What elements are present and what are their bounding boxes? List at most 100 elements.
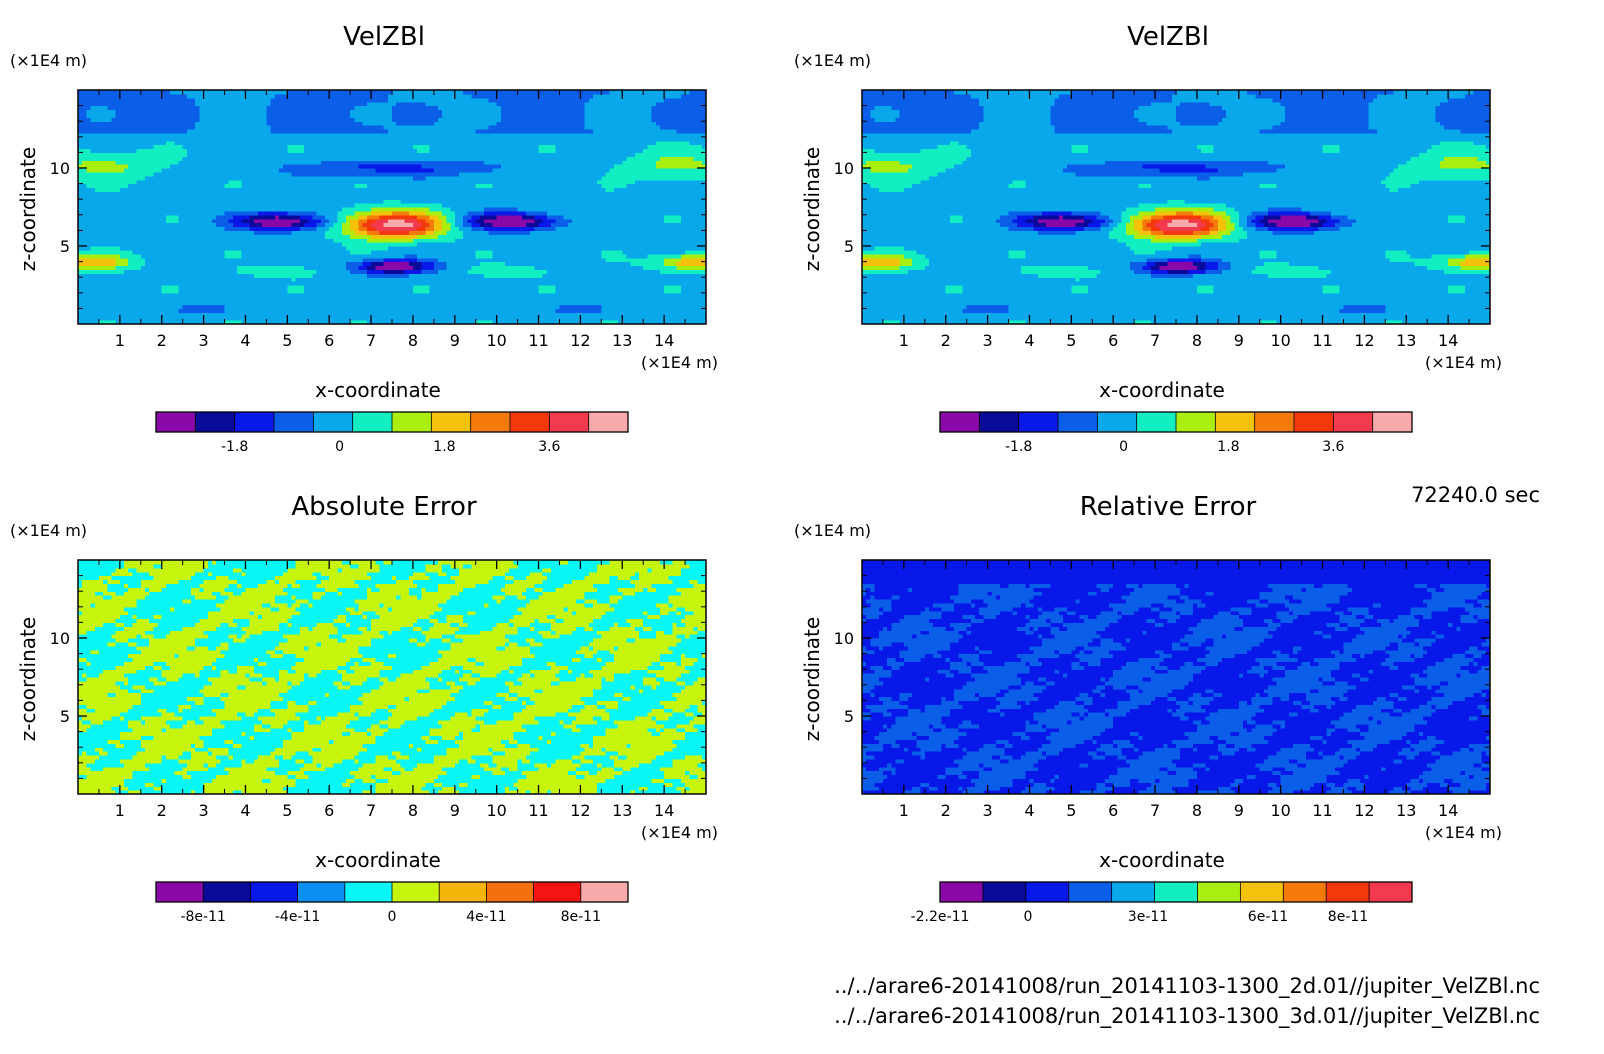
field-cell [116, 188, 121, 193]
field-cell [107, 242, 112, 247]
field-cell [107, 180, 112, 185]
field-cell [99, 145, 104, 150]
field-cell [116, 238, 121, 243]
field-cell [111, 125, 116, 130]
field-cell [86, 125, 91, 130]
field-cell [103, 254, 108, 258]
field-cell [111, 285, 116, 290]
field-cell [99, 301, 104, 306]
field-cell [82, 238, 87, 243]
field-cell [99, 102, 104, 107]
field-cell [116, 160, 121, 165]
field-cell [95, 129, 100, 134]
field-cell [99, 199, 104, 204]
field-cell [99, 149, 104, 154]
field-cell [99, 266, 104, 271]
field-cell [95, 149, 100, 154]
field-cell [116, 121, 121, 126]
field-cell [120, 227, 125, 232]
field-cell [116, 207, 121, 212]
field-cell [103, 195, 108, 200]
field-cell [111, 215, 116, 220]
field-cell [103, 137, 108, 142]
field-cell [95, 254, 100, 258]
field-cell [99, 129, 104, 134]
field-cell [107, 98, 112, 103]
field-cell [103, 191, 108, 196]
field-cell [95, 188, 100, 193]
field-cell [82, 285, 87, 290]
field-cell [82, 250, 87, 255]
field-cell [103, 230, 108, 235]
field-cell [111, 141, 116, 146]
field-cell [116, 301, 121, 306]
field-cell [120, 215, 125, 220]
field-cell [107, 184, 112, 189]
field-cell [86, 168, 91, 173]
field-cell [99, 168, 104, 173]
figure-canvas: VelZBl(×1E4 m)1 2 3 4 5 6 7 8 9 10 11 12 13 14510(×1E… [0, 0, 1604, 1054]
field-cell [91, 227, 96, 232]
field-cell [86, 266, 91, 271]
chart-title: VelZBl [343, 22, 425, 52]
field-cell [91, 156, 96, 161]
field-cell [82, 98, 87, 103]
field-cell [95, 98, 100, 103]
field-cell [103, 238, 108, 243]
field-cell [82, 199, 87, 204]
field-cell [103, 149, 108, 154]
field-cell [107, 133, 112, 138]
field-cell [107, 285, 112, 290]
field-cell [95, 242, 100, 247]
field-cell [91, 168, 96, 173]
field-cell [103, 246, 108, 251]
field-cell [120, 285, 125, 290]
field-cell [107, 308, 112, 313]
field-cell [111, 98, 116, 103]
field-cell [116, 168, 121, 173]
field-cell [95, 211, 100, 216]
field-cell [116, 215, 121, 220]
field-cell [116, 246, 121, 251]
field-cell [99, 269, 104, 274]
field-cell [103, 297, 108, 302]
field-cell [107, 203, 112, 208]
field-cell [116, 293, 121, 298]
field-cell [107, 301, 112, 306]
field-cell [91, 262, 96, 267]
field-cell [111, 316, 116, 321]
field-cell [82, 160, 87, 165]
field-cell [103, 125, 108, 130]
field-cell [95, 117, 100, 122]
field-cell [95, 180, 100, 185]
field-cell [120, 258, 125, 263]
field-cell [91, 94, 96, 99]
field-cell [103, 164, 108, 169]
field-cell [82, 113, 87, 118]
field-cell [86, 316, 91, 321]
field-cell [82, 316, 87, 321]
field-cell [91, 234, 96, 239]
field-cell [107, 141, 112, 146]
field-cell [95, 285, 100, 290]
field-cell [111, 273, 116, 278]
field-cell [95, 262, 100, 267]
field-cell [91, 149, 96, 154]
field-cell [103, 285, 108, 290]
field-cell [116, 269, 121, 274]
field-cell [99, 106, 104, 111]
field-cell [120, 269, 125, 274]
field-cell [111, 160, 116, 165]
field-cell [103, 176, 108, 181]
field-cell [86, 110, 91, 115]
field-cell [120, 141, 125, 146]
field-cell [120, 305, 125, 310]
field-cell [99, 305, 104, 310]
field-cell [116, 180, 121, 185]
field-cell [107, 211, 112, 216]
field-cell [99, 94, 104, 99]
field-cell [107, 113, 112, 118]
field-cell [86, 254, 91, 258]
field-cell [82, 94, 87, 99]
field-cell [95, 110, 100, 115]
